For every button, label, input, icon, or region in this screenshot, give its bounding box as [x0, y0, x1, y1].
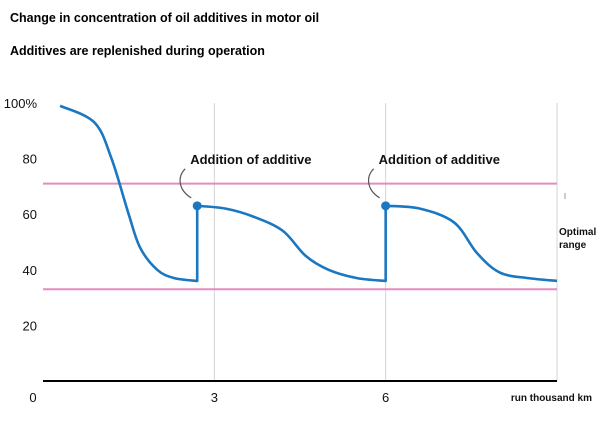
- annotation-label: Addition of additive: [190, 152, 311, 167]
- y-tick-label: 80: [23, 152, 37, 167]
- y-tick-label: 20: [23, 318, 37, 333]
- optimal-range-label: Optimal: [559, 227, 596, 238]
- y-tick-label: 60: [23, 207, 37, 222]
- annotation-callout-line: [179, 168, 192, 199]
- chart-subtitle: Additives are replenished during operati…: [10, 44, 265, 58]
- annotation-callout-line: [368, 168, 380, 199]
- addition-point: [381, 201, 391, 211]
- y-tick-label: 40: [23, 263, 37, 278]
- annotation-label: Addition of additive: [379, 152, 500, 167]
- x-tick-label: 0: [29, 390, 36, 405]
- optimal-range-label: range: [559, 240, 587, 251]
- additive-concentration-line: [59, 104, 558, 283]
- x-tick-label: 6: [382, 390, 389, 405]
- y-tick-label: 100%: [4, 96, 38, 111]
- addition-point: [192, 201, 202, 211]
- x-axis-label: run thousand km: [511, 393, 592, 404]
- x-tick-label: 3: [211, 390, 218, 405]
- chart-title: Change in concentration of oil additives…: [10, 11, 320, 25]
